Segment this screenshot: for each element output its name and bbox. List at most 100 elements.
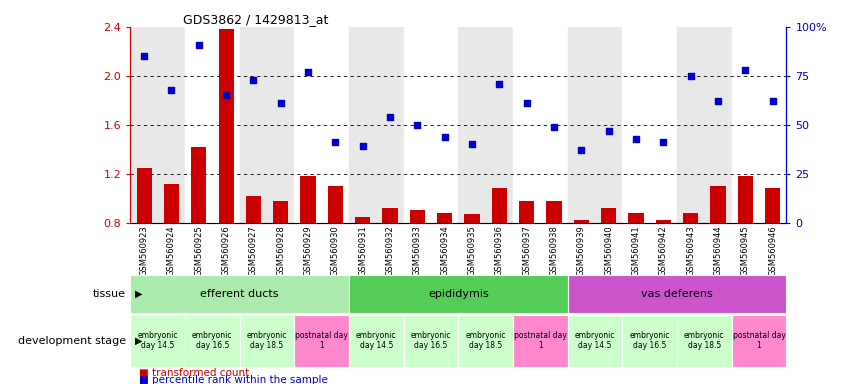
Text: development stage: development stage [18,336,126,346]
Bar [404,27,431,223]
Point [766,98,780,104]
Text: tissue: tissue [93,289,126,299]
Text: embryonic
day 14.5: embryonic day 14.5 [574,331,616,351]
Point [246,77,260,83]
Text: ▶: ▶ [135,289,142,299]
Bar [349,275,568,313]
Text: embryonic
day 14.5: embryonic day 14.5 [356,331,397,351]
Bar [246,196,261,223]
Bar [683,213,698,223]
Point [192,41,205,48]
Bar [212,27,240,223]
Point [684,73,697,79]
Text: embryonic
day 18.5: embryonic day 18.5 [246,331,288,351]
Bar [519,201,534,223]
Bar [157,27,185,223]
Bar [164,184,179,223]
Bar [136,168,151,223]
Point [220,92,233,98]
Bar [540,27,568,223]
Bar [130,275,349,313]
Bar [355,217,370,223]
Bar [711,186,726,223]
Point [329,139,342,146]
Point [602,127,616,134]
Bar [185,27,212,223]
Point [274,100,288,106]
Point [738,67,752,73]
Text: postnatal day
1: postnatal day 1 [514,331,567,351]
Text: ▶: ▶ [135,336,142,346]
Text: ■ percentile rank within the sample: ■ percentile rank within the sample [139,375,328,384]
Text: embryonic
day 16.5: embryonic day 16.5 [410,331,452,351]
Bar [759,27,786,223]
Point [493,81,506,87]
Bar [677,27,704,223]
Bar [704,27,732,223]
Text: efferent ducts: efferent ducts [200,289,279,299]
Bar [513,27,540,223]
Text: postnatal day
1: postnatal day 1 [295,331,348,351]
Bar [601,208,616,223]
Text: ■ transformed count: ■ transformed count [139,368,249,378]
Point [547,124,561,130]
Point [356,143,369,149]
Bar [240,27,267,223]
Point [301,69,315,75]
Bar [458,315,513,367]
Bar [130,27,157,223]
Bar [267,27,294,223]
Bar [321,27,349,223]
Text: embryonic
day 18.5: embryonic day 18.5 [684,331,725,351]
Text: vas deferens: vas deferens [641,289,713,299]
Bar [383,208,398,223]
Point [657,139,670,146]
Bar [130,315,185,367]
Bar [485,27,513,223]
Bar [349,315,404,367]
Bar [595,27,622,223]
Text: embryonic
day 16.5: embryonic day 16.5 [629,331,670,351]
Bar [765,189,780,223]
Bar [431,27,458,223]
Bar [732,315,786,367]
Bar [677,315,732,367]
Point [629,136,643,142]
Text: GDS3862 / 1429813_at: GDS3862 / 1429813_at [182,13,328,26]
Text: postnatal day
1: postnatal day 1 [733,331,785,351]
Bar [404,315,458,367]
Bar [568,27,595,223]
Bar [649,27,677,223]
Bar [376,27,404,223]
Text: embryonic
day 18.5: embryonic day 18.5 [465,331,506,351]
Text: embryonic
day 16.5: embryonic day 16.5 [192,331,233,351]
Point [383,114,397,120]
Bar [294,315,349,367]
Bar [513,315,568,367]
Point [520,100,533,106]
Bar [622,27,649,223]
Bar [547,201,562,223]
Bar [732,27,759,223]
Bar [294,27,321,223]
Bar [458,27,485,223]
Point [711,98,725,104]
Bar [492,189,507,223]
Bar [574,220,589,223]
Bar [349,27,376,223]
Bar [240,315,294,367]
Bar [300,176,315,223]
Bar [656,220,671,223]
Point [438,134,452,140]
Text: epididymis: epididymis [428,289,489,299]
Point [165,86,178,93]
Bar [628,213,643,223]
Bar [410,210,425,223]
Bar [738,176,753,223]
Bar [328,186,343,223]
Bar [464,214,479,223]
Bar [185,315,240,367]
Point [137,53,151,59]
Bar [191,147,206,223]
Point [410,122,424,128]
